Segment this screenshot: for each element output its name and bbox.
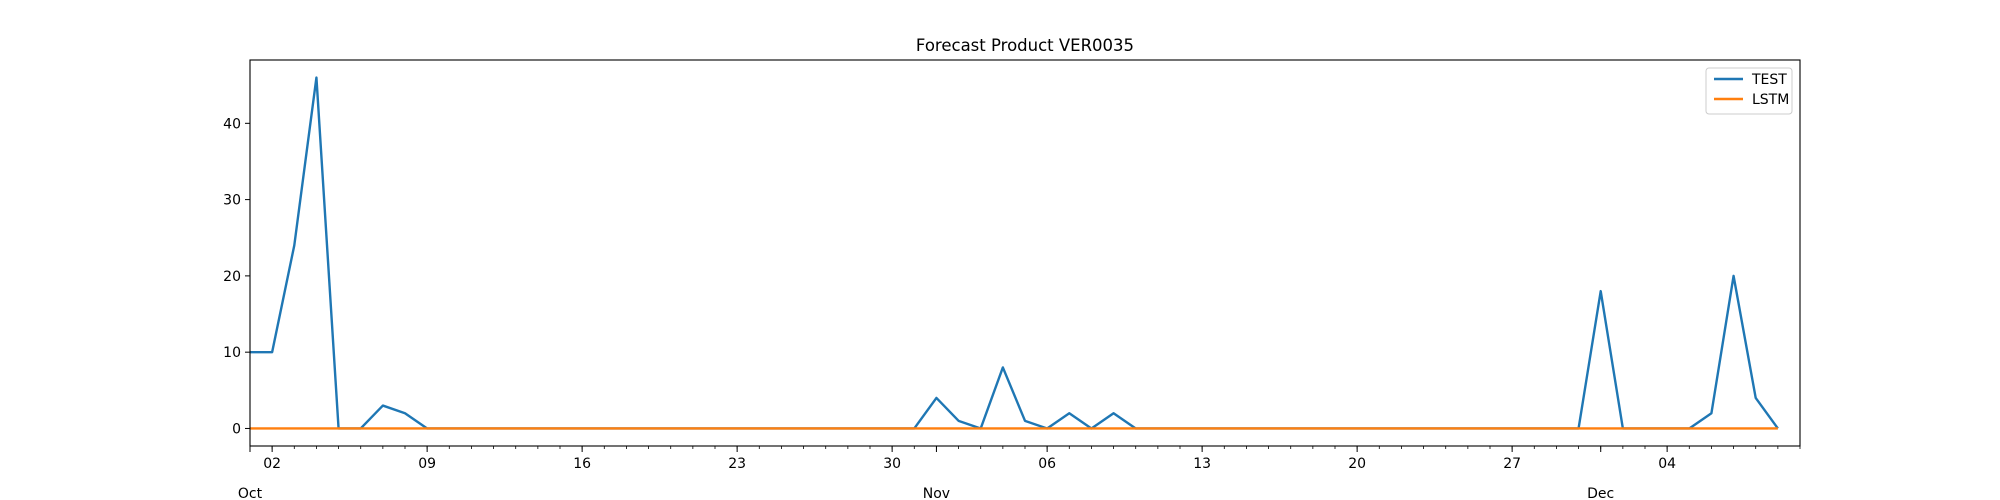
- legend-label-test: TEST: [1751, 72, 1787, 88]
- y-tick-label: 30: [223, 193, 241, 209]
- y-tick-label: 0: [232, 421, 241, 437]
- y-tick-label: 10: [223, 345, 241, 361]
- chart-title: Forecast Product VER0035: [916, 36, 1134, 55]
- x-tick-label: 20: [1348, 456, 1366, 472]
- x-tick-label: 13: [1193, 456, 1211, 472]
- series-line-test: [250, 76, 1779, 430]
- x-month-label: Nov: [923, 486, 950, 500]
- x-month-label: Oct: [238, 486, 263, 500]
- y-tick-label: 20: [223, 269, 241, 285]
- x-tick-label: 30: [883, 456, 901, 472]
- x-tick-label: 27: [1503, 456, 1521, 472]
- x-tick-label: 06: [1038, 456, 1056, 472]
- plot-frame: [249, 59, 1801, 447]
- x-tick-label: 23: [728, 456, 746, 472]
- x-tick-label: 02: [263, 456, 281, 472]
- legend-label-lstm: LSTM: [1752, 92, 1789, 108]
- x-tick-label: 16: [573, 456, 591, 472]
- legend: TEST LSTM: [1705, 67, 1793, 115]
- x-tick-label: 04: [1658, 456, 1676, 472]
- x-month-label: Dec: [1587, 486, 1614, 500]
- x-tick-label: 09: [418, 456, 436, 472]
- y-tick-label: 40: [223, 116, 241, 132]
